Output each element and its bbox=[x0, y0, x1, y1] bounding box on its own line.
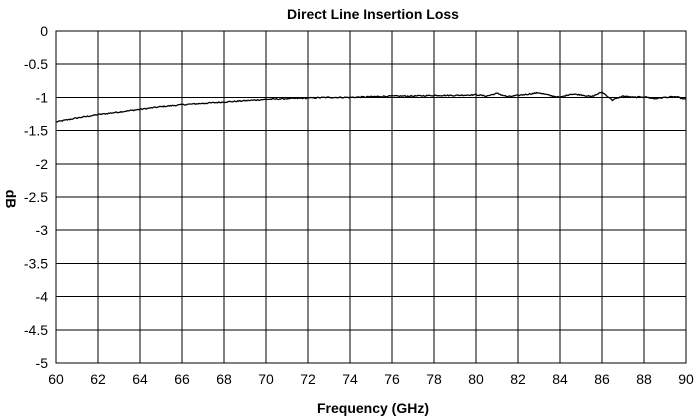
x-tick-label: 68 bbox=[216, 371, 232, 387]
y-tick-labels: 0 -0.5 -1 -1.5 -2 -2.5 -3 -3.5 -4 -4.5 -5 bbox=[24, 23, 48, 371]
x-tick-label: 72 bbox=[300, 371, 316, 387]
x-tick-label: 86 bbox=[594, 371, 610, 387]
y-tick-label: -4 bbox=[36, 289, 49, 305]
x-tick-label: 80 bbox=[468, 371, 484, 387]
y-tick-label: -4.5 bbox=[24, 322, 48, 338]
y-tick-label: -1 bbox=[36, 89, 49, 105]
plot-frame bbox=[55, 30, 687, 364]
series-line bbox=[55, 91, 687, 123]
y-tick-label: -0.5 bbox=[24, 56, 48, 72]
grid-lines bbox=[55, 30, 687, 364]
x-tick-label: 66 bbox=[174, 371, 190, 387]
x-axis-label: Frequency (GHz) bbox=[317, 400, 429, 416]
y-tick-label: -3.5 bbox=[24, 255, 48, 271]
x-tick-labels: 60 62 64 66 68 70 72 74 76 78 80 82 84 86 88 90 bbox=[48, 371, 694, 387]
series-layer bbox=[55, 91, 687, 123]
x-tick-label: 88 bbox=[636, 371, 652, 387]
y-tick-label: -5 bbox=[36, 355, 49, 371]
y-tick-label: 0 bbox=[40, 23, 48, 39]
y-tick-label: -2.5 bbox=[24, 189, 48, 205]
y-tick-label: -2 bbox=[36, 156, 49, 172]
x-tick-label: 74 bbox=[342, 371, 358, 387]
x-tick-label: 84 bbox=[552, 371, 568, 387]
x-tick-label: 76 bbox=[384, 371, 400, 387]
x-tick-label: 62 bbox=[90, 371, 106, 387]
y-axis-label: dB bbox=[3, 190, 19, 209]
x-tick-label: 78 bbox=[426, 371, 442, 387]
x-tick-label: 70 bbox=[258, 371, 274, 387]
x-tick-label: 90 bbox=[678, 371, 694, 387]
chart-title: Direct Line Insertion Loss bbox=[287, 6, 459, 22]
y-tick-label: -3 bbox=[36, 222, 49, 238]
x-tick-label: 64 bbox=[132, 371, 148, 387]
x-tick-label: 82 bbox=[510, 371, 526, 387]
y-tick-label: -1.5 bbox=[24, 123, 48, 139]
x-tick-label: 60 bbox=[48, 371, 64, 387]
